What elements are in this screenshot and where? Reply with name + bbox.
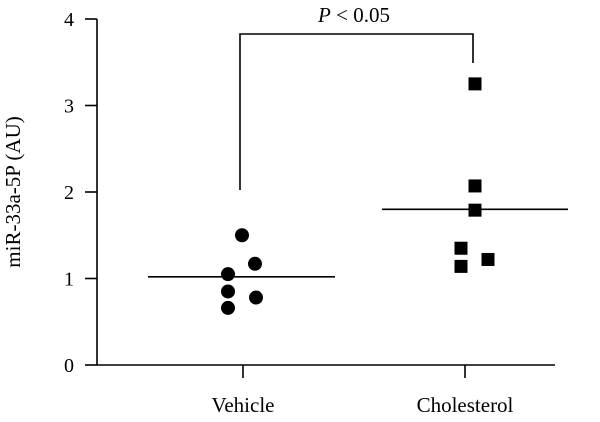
- data-point-vehicle: [248, 256, 262, 271]
- significance-bracket: [239, 33, 474, 190]
- y-tick-label: 3: [64, 96, 74, 118]
- x-label-cholesterol: Cholesterol: [417, 393, 514, 417]
- data-point-cholesterol: [454, 259, 468, 273]
- significance-annotation: P < 0.05: [317, 3, 390, 27]
- annotation-threshold: < 0.05: [331, 3, 390, 27]
- data-point-vehicle: [235, 228, 249, 243]
- y-tick-label: 1: [64, 269, 74, 291]
- data-point-cholesterol: [481, 252, 495, 266]
- y-axis-title: miR-33a-5P (AU): [1, 116, 25, 267]
- y-tick-label: 2: [64, 182, 74, 204]
- y-ticks: 0 1 2 3 4: [64, 9, 97, 377]
- data-point-cholesterol: [468, 179, 482, 193]
- data-point-vehicle: [221, 284, 235, 299]
- data-point-cholesterol: [468, 77, 482, 91]
- y-tick-label: 0: [64, 355, 74, 377]
- data-marks: [148, 77, 568, 315]
- annotation-p: P: [317, 3, 331, 27]
- data-point-vehicle: [221, 267, 235, 282]
- data-point-vehicle: [221, 300, 235, 315]
- x-label-vehicle: Vehicle: [212, 393, 275, 417]
- data-point-cholesterol: [454, 241, 468, 255]
- data-point-vehicle: [249, 290, 263, 305]
- data-point-cholesterol: [468, 203, 482, 217]
- y-tick-label: 4: [64, 9, 74, 31]
